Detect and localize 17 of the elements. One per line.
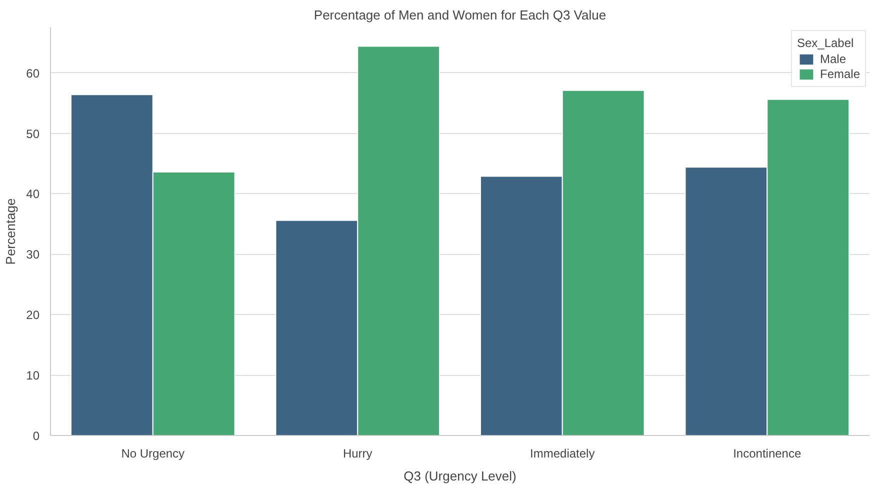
x-tick-label: Incontinence (733, 446, 802, 460)
x-tick-label: Hurry (342, 446, 372, 460)
x-axis-title: Q3 (Urgency Level) (404, 468, 516, 484)
legend-title: Sex_Label (796, 36, 855, 50)
y-tick-label: 30 (26, 248, 40, 262)
x-tick-label: Immediately (530, 446, 595, 460)
chart-title: Percentage of Men and Women for Each Q3 Value (314, 8, 606, 22)
legend-label: Female (820, 67, 860, 81)
y-tick-label: 60 (26, 66, 40, 80)
y-tick-label: 0 (32, 429, 40, 443)
y-tick-label: 10 (26, 368, 40, 383)
y-axis-title: Percentage (3, 198, 18, 265)
y-tick-label: 20 (26, 308, 40, 322)
x-tick-label: No Urgency (121, 446, 185, 460)
legend-label: Male (820, 52, 846, 66)
y-tick-label: 50 (26, 126, 40, 141)
y-tick-label: 40 (26, 187, 40, 202)
